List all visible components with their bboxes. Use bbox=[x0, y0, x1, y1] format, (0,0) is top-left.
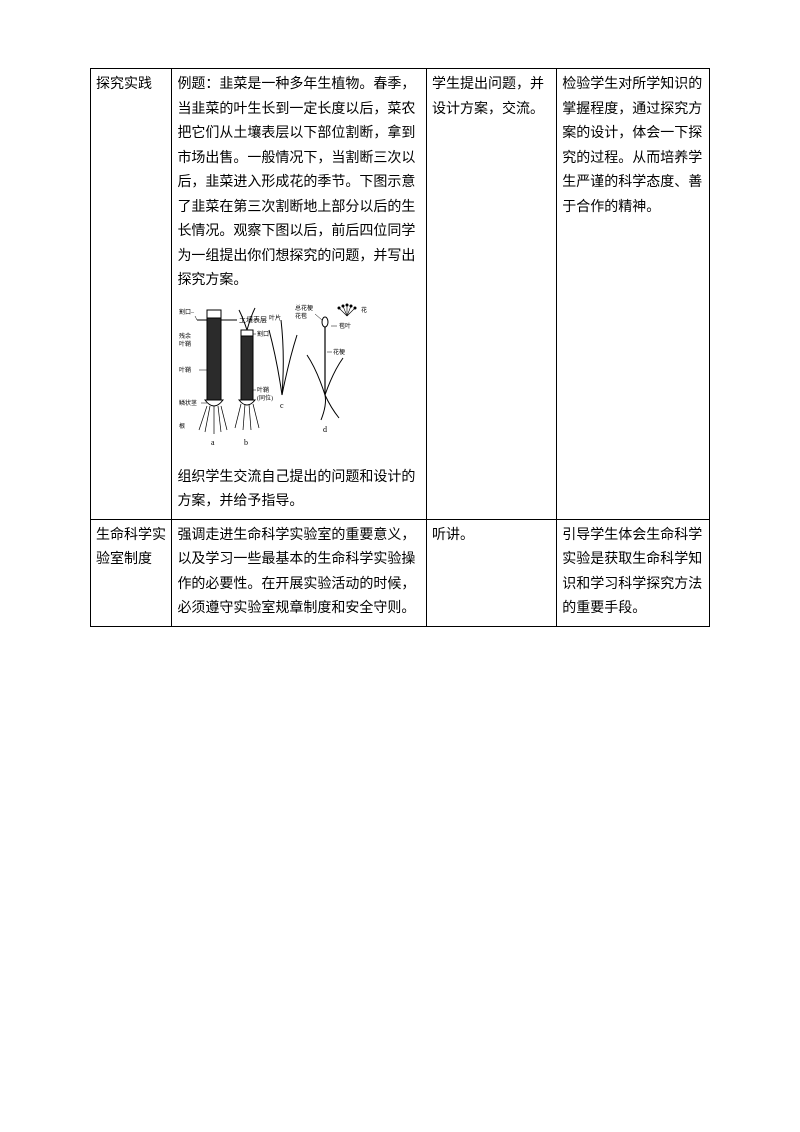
label-d: d bbox=[323, 425, 327, 434]
table-row: 生命科学实验室制度 强调走进生命科学实验室的重要意义，以及学习一些最基本的生命科… bbox=[91, 519, 710, 626]
svg-text:叶鞘: 叶鞘 bbox=[257, 386, 269, 394]
label-b: b bbox=[244, 438, 248, 447]
svg-text:割口: 割口 bbox=[257, 330, 269, 338]
cell-student-activity: 听讲。 bbox=[426, 519, 556, 626]
svg-text:残余: 残余 bbox=[179, 332, 191, 340]
svg-text:苞叶: 苞叶 bbox=[339, 322, 351, 330]
cell-teacher-activity: 强调走进生命科学实验室的重要意义，以及学习一些最基本的生命科学实验操作的必要性。… bbox=[172, 519, 427, 626]
student-activity-text: 学生提出问题，并设计方案，交流。 bbox=[432, 77, 544, 117]
section-title: 生命科学实验室制度 bbox=[96, 528, 166, 568]
student-activity-text: 听讲。 bbox=[432, 528, 474, 543]
cell-section-title: 探究实践 bbox=[91, 69, 172, 520]
svg-text:花: 花 bbox=[361, 306, 367, 314]
cell-teacher-activity: 例题：韭菜是一种多年生植物。春季，当韭菜的叶生长到一定长度以后，菜农把它们从土壤… bbox=[172, 69, 427, 520]
label-c: c bbox=[280, 401, 284, 410]
section-title: 探究实践 bbox=[96, 77, 152, 92]
teacher-text: 强调走进生命科学实验室的重要意义，以及学习一些最基本的生命科学实验操作的必要性。… bbox=[177, 528, 415, 617]
svg-text:叶片: 叶片 bbox=[269, 314, 281, 322]
cell-student-activity: 学生提出问题，并设计方案，交流。 bbox=[426, 69, 556, 520]
cell-section-title: 生命科学实验室制度 bbox=[91, 519, 172, 626]
cell-design-intent: 检验学生对所学知识的掌握程度，通过探究方案的设计，体会一下探究的过程。从而培养学… bbox=[557, 69, 710, 520]
example-text: 例题：韭菜是一种多年生植物。春季，当韭菜的叶生长到一定长度以后，菜农把它们从土壤… bbox=[177, 73, 421, 294]
design-intent-text: 检验学生对所学知识的掌握程度，通过探究方案的设计，体会一下探究的过程。从而培养学… bbox=[562, 77, 702, 215]
instruction-text: 组织学生交流自己提出的问题和设计的方案，并给予指导。 bbox=[177, 466, 421, 515]
svg-text:根: 根 bbox=[179, 422, 185, 430]
svg-text:花苞: 花苞 bbox=[295, 312, 307, 320]
table-row: 探究实践 例题：韭菜是一种多年生植物。春季，当韭菜的叶生长到一定长度以后，菜农把… bbox=[91, 69, 710, 520]
svg-text:总花梗: 总花梗 bbox=[295, 304, 313, 312]
svg-text:(同位): (同位) bbox=[257, 394, 273, 402]
label-a: a bbox=[211, 438, 215, 447]
svg-text:叶鞘: 叶鞘 bbox=[179, 366, 191, 374]
svg-text:叶鞘: 叶鞘 bbox=[179, 340, 191, 348]
svg-text:鳞状茎: 鳞状茎 bbox=[179, 399, 197, 407]
chive-diagram-svg: 土壤表层 割口– 残余 叶鞘 叶鞘 鳞状茎 bbox=[177, 300, 377, 460]
svg-text:花梗: 花梗 bbox=[333, 348, 345, 356]
svg-text:割口–: 割口– bbox=[179, 308, 195, 316]
lesson-plan-table: 探究实践 例题：韭菜是一种多年生植物。春季，当韭菜的叶生长到一定长度以后，菜农把… bbox=[90, 68, 710, 627]
design-intent-text: 引导学生体会生命科学实验是获取生命科学知识和学习科学探究方法的重要手段。 bbox=[562, 528, 702, 617]
cell-design-intent: 引导学生体会生命科学实验是获取生命科学知识和学习科学探究方法的重要手段。 bbox=[557, 519, 710, 626]
chive-diagram: 土壤表层 割口– 残余 叶鞘 叶鞘 鳞状茎 bbox=[177, 300, 377, 460]
